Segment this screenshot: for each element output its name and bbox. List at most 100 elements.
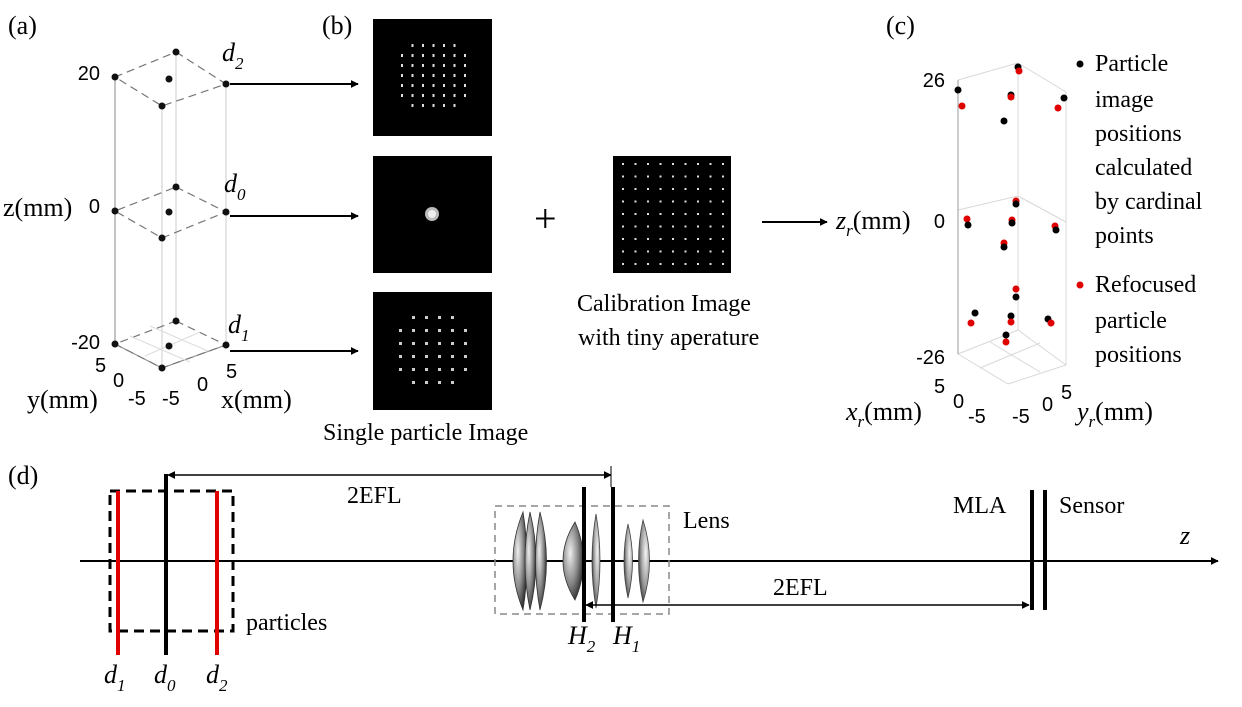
- speckle: [401, 74, 403, 77]
- legend-black-line-0: Particle: [1095, 51, 1168, 77]
- panel-a-plane-mid: [111, 183, 230, 242]
- computed-position-point: [1060, 94, 1068, 102]
- panel-a-xtick-2: 5: [226, 361, 237, 383]
- refocused-position-point: [963, 215, 971, 223]
- speckle: [412, 329, 415, 332]
- single-particle-image-mid: [373, 156, 492, 273]
- speckle: [443, 104, 445, 107]
- panel-a-ztick-top: 20: [78, 63, 100, 85]
- speckle: [634, 163, 637, 165]
- speckle: [634, 188, 637, 190]
- speckle: [399, 329, 402, 332]
- calibration-caption-line2: with tiny aperature: [578, 325, 759, 351]
- speckle: [659, 238, 662, 240]
- speckle: [411, 74, 414, 77]
- speckle: [464, 355, 467, 358]
- speckle: [672, 263, 674, 265]
- speckle: [622, 213, 624, 215]
- single-particle-caption: Single particle Image: [323, 420, 528, 446]
- speckle: [697, 175, 699, 178]
- speckle: [425, 381, 428, 384]
- speckle: [709, 213, 712, 215]
- speckle: [722, 188, 724, 190]
- speckle: [684, 188, 687, 190]
- speckle: [684, 238, 687, 240]
- speckle: [438, 368, 441, 371]
- optical-axis-label: z: [1179, 521, 1190, 550]
- speckle: [451, 355, 454, 358]
- efl-left-label: 2EFL: [347, 483, 402, 509]
- speckle: [453, 54, 456, 57]
- speckle: [412, 342, 415, 345]
- panel-a-plane-top: [111, 48, 230, 110]
- speckle: [432, 104, 435, 107]
- speckle: [622, 175, 624, 178]
- speckle: [399, 342, 402, 345]
- speckle: [411, 54, 414, 57]
- refocused-position-point: [1012, 285, 1020, 293]
- speckle: [425, 316, 428, 319]
- speckle: [647, 213, 649, 215]
- speckle: [622, 188, 624, 190]
- speckle: [709, 188, 712, 190]
- refocused-position-point: [967, 319, 975, 327]
- speckle: [412, 381, 415, 384]
- speckle: [622, 200, 624, 203]
- legend-black-line-5: points: [1095, 223, 1154, 249]
- speckle: [422, 84, 424, 87]
- computed-position-point: [1000, 117, 1008, 125]
- speckle: [709, 163, 712, 165]
- particles-label: particles: [246, 610, 327, 636]
- speckle: [647, 175, 649, 178]
- speckle: [659, 175, 662, 178]
- speckle: [697, 238, 699, 240]
- legend-red-line-2: positions: [1095, 342, 1182, 368]
- panel-c-legend: Particle image positions calculated by c…: [1076, 51, 1203, 368]
- speckle: [709, 238, 712, 240]
- speckle: [722, 175, 724, 178]
- legend-red-line-1: particle: [1095, 308, 1167, 334]
- speckle: [622, 263, 624, 265]
- panel-a-plane-label-bot: d1: [228, 310, 250, 345]
- speckle: [697, 188, 699, 190]
- speckle: [425, 329, 428, 332]
- speckle: [659, 250, 662, 253]
- speckle: [722, 163, 724, 165]
- panel-c-label: (c): [886, 11, 915, 40]
- speckle: [634, 213, 637, 215]
- speckle: [411, 64, 414, 67]
- speckle: [411, 84, 414, 87]
- speckle: [464, 54, 466, 57]
- speckle: [443, 94, 445, 97]
- speckle: [634, 263, 637, 265]
- legend-black-line-4: by cardinal: [1095, 189, 1203, 215]
- speckle: [634, 225, 637, 228]
- speckle: [709, 250, 712, 253]
- legend-black-line-1: image: [1095, 87, 1154, 113]
- panel-a-ztick-bot: -20: [71, 332, 100, 354]
- legend-black-line-3: calculated: [1095, 155, 1192, 181]
- speckle: [464, 64, 466, 67]
- principal-label-h2: H2: [567, 621, 596, 656]
- speckle: [401, 84, 403, 87]
- speckle: [453, 44, 456, 47]
- speckle: [697, 250, 699, 253]
- speckle: [401, 54, 403, 57]
- speckle: [464, 342, 467, 345]
- panel-c-ztick-bot: -26: [916, 347, 945, 369]
- panel-a-ytick-0: 5: [95, 355, 106, 377]
- speckle: [425, 368, 428, 371]
- speckle: [464, 74, 466, 77]
- speckle: [672, 238, 674, 240]
- speckle: [453, 94, 456, 97]
- speckle: [453, 74, 456, 77]
- speckle: [622, 163, 624, 165]
- speckle: [432, 84, 435, 87]
- panel-a-ztick-mid: 0: [89, 196, 100, 218]
- computed-position-point: [964, 221, 972, 229]
- speckle: [453, 104, 456, 107]
- speckle: [451, 342, 454, 345]
- sensor-label: Sensor: [1059, 493, 1124, 519]
- speckle: [438, 342, 441, 345]
- plane-label-d0: d0: [154, 660, 176, 695]
